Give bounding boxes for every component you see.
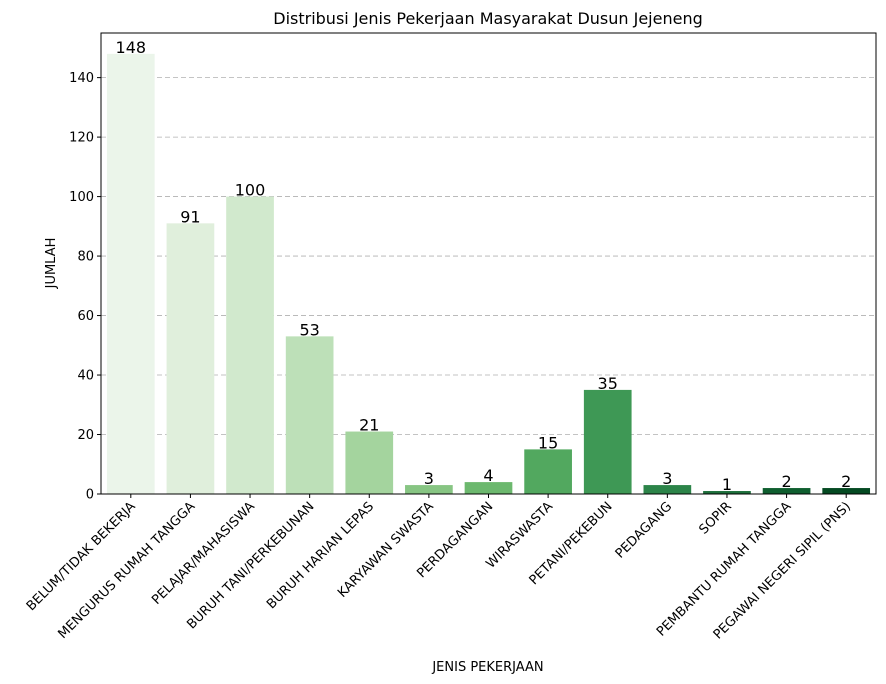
chart-title: Distribusi Jenis Pekerjaan Masyarakat Du… bbox=[273, 9, 703, 28]
x-axis-label: JENIS PEKERJAAN bbox=[431, 660, 543, 675]
bar-value-label: 2 bbox=[781, 472, 791, 491]
bar-value-label: 91 bbox=[180, 207, 200, 226]
x-tick-label: BURUH TANI/PERKEBUNAN bbox=[184, 499, 317, 632]
y-tick-label: 60 bbox=[77, 309, 94, 324]
bar bbox=[524, 449, 572, 494]
bar-value-label: 148 bbox=[116, 38, 147, 57]
bar-value-label: 100 bbox=[235, 181, 266, 200]
bar bbox=[285, 336, 334, 494]
x-tick-label: SOPIR bbox=[696, 499, 734, 537]
bar-value-label: 3 bbox=[662, 469, 672, 488]
bar bbox=[405, 485, 453, 494]
bar bbox=[345, 431, 394, 494]
y-tick-label: 100 bbox=[69, 190, 94, 205]
bar bbox=[583, 389, 632, 494]
y-tick-label: 0 bbox=[86, 488, 94, 503]
y-tick-label: 120 bbox=[69, 131, 94, 146]
grid-lines bbox=[101, 77, 876, 435]
bar-value-label: 4 bbox=[483, 466, 493, 485]
y-tick-label: 20 bbox=[77, 428, 94, 443]
y-axis-label: JUMLAH bbox=[44, 238, 59, 290]
x-tick-label: BURUH HARIAN LEPAS bbox=[264, 499, 377, 612]
bar-value-label: 53 bbox=[299, 320, 319, 339]
y-tick-label: 40 bbox=[77, 369, 94, 384]
bar-value-label: 35 bbox=[598, 374, 618, 393]
x-tick-label: BELUM/TIDAK BEKERJA bbox=[24, 499, 139, 614]
bar-value-labels: 148 91 100 53 21 3 4 15 35 3 1 2 2 bbox=[116, 38, 852, 494]
bar-value-label: 2 bbox=[841, 472, 851, 491]
bar-value-label: 3 bbox=[424, 469, 434, 488]
bar bbox=[166, 223, 215, 494]
bar bbox=[822, 488, 871, 494]
bar bbox=[643, 485, 692, 494]
plot-frame bbox=[100, 32, 877, 495]
bar bbox=[703, 491, 751, 494]
y-tick-label: 80 bbox=[77, 250, 94, 265]
bar bbox=[762, 488, 811, 494]
bar bbox=[226, 196, 274, 495]
x-tick-label: PELAJAR/MAHASISWA bbox=[149, 499, 258, 608]
bar-value-label: 15 bbox=[538, 433, 558, 452]
bar bbox=[464, 482, 513, 494]
y-axis-ticks: 0 20 40 60 80 100 120 140 bbox=[69, 71, 101, 503]
bar-value-label: 21 bbox=[359, 416, 379, 435]
x-tick-label: PEDAGANG bbox=[613, 499, 675, 561]
y-tick-label: 140 bbox=[69, 71, 94, 86]
bar bbox=[106, 53, 155, 494]
bars bbox=[106, 53, 871, 495]
bar-value-label: 1 bbox=[722, 475, 732, 494]
